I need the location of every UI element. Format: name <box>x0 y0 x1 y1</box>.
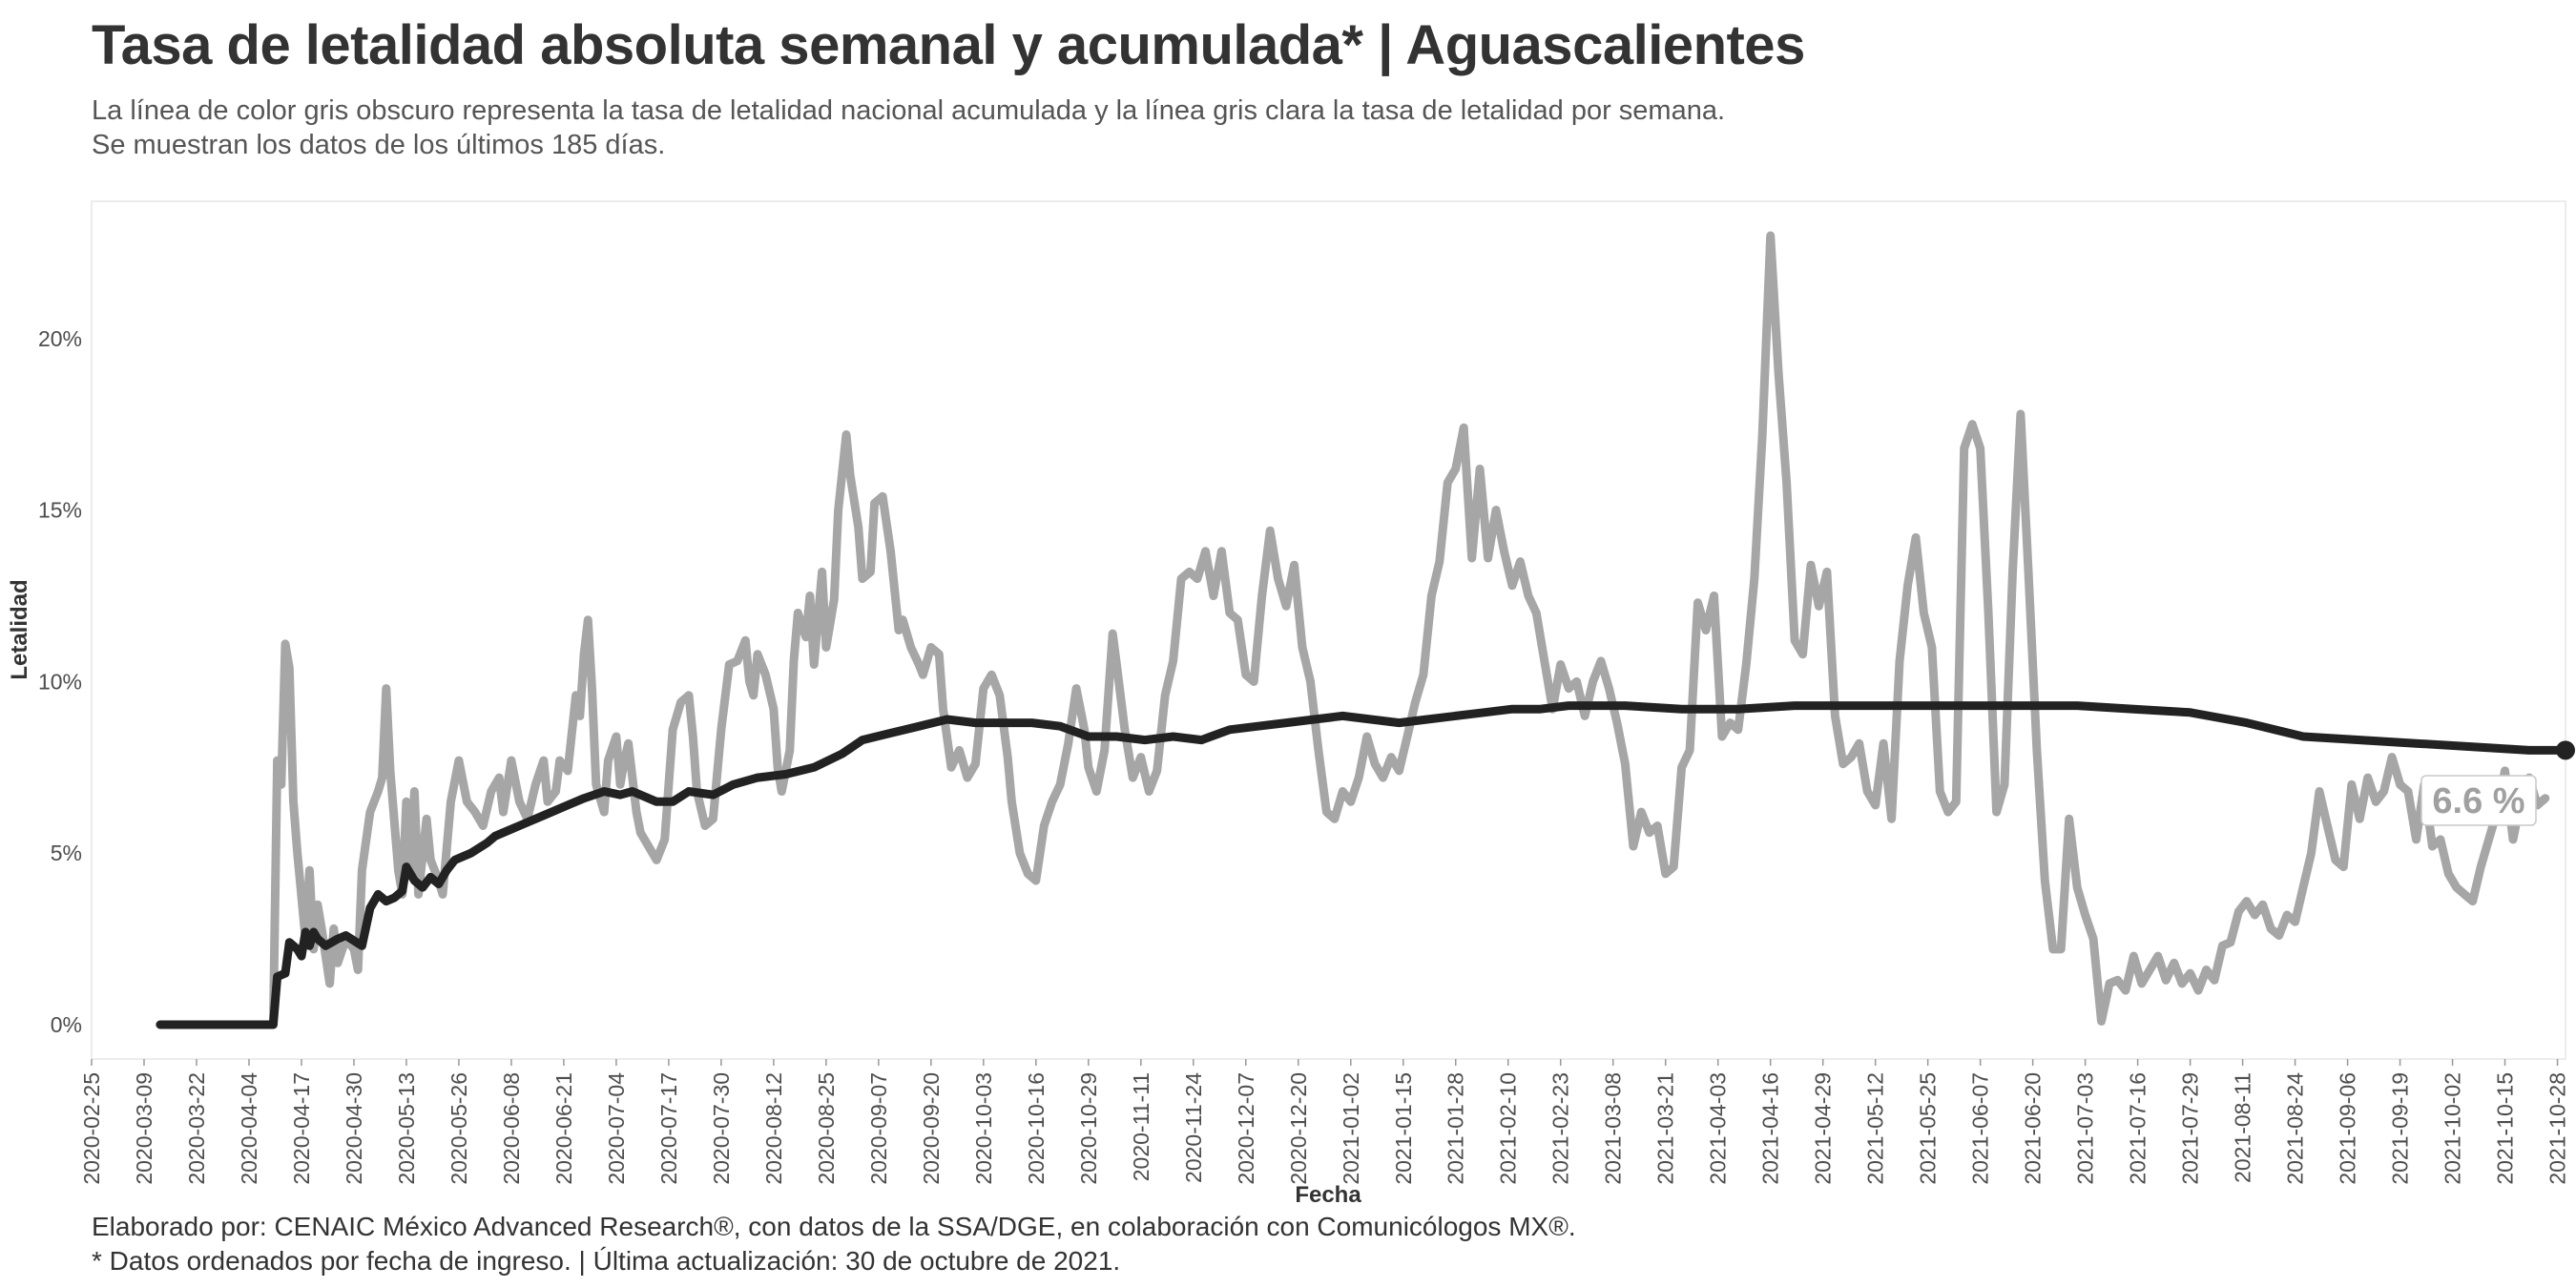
chart-title: Tasa de letalidad absoluta semanal y acu… <box>92 14 1805 76</box>
x-tick-label: 2021-08-24 <box>2283 1072 2308 1185</box>
x-tick-label: 2021-05-25 <box>1916 1072 1941 1185</box>
x-tick-label: 2021-04-16 <box>1758 1072 1783 1185</box>
x-tick-label: 2020-07-04 <box>604 1072 629 1185</box>
x-tick-label: 2021-08-11 <box>2231 1072 2255 1183</box>
x-axis-label: Fecha <box>1295 1182 1361 1208</box>
x-tick-label: 2020-09-07 <box>866 1072 891 1185</box>
y-tick-label: 0% <box>51 1012 82 1037</box>
end-value-label: 6.6 % <box>2420 775 2537 826</box>
series-layer <box>156 231 2575 1029</box>
x-tick-label: 2021-01-15 <box>1391 1072 1416 1185</box>
x-tick-label: 2020-08-12 <box>761 1072 786 1185</box>
y-axis-label: Letalidad <box>7 579 32 679</box>
weekly-series-line <box>156 231 2550 1029</box>
x-tick-label: 2021-06-07 <box>1968 1072 1993 1185</box>
x-tick-label: 2020-04-17 <box>289 1072 314 1185</box>
x-tick-label: 2020-08-25 <box>814 1072 839 1185</box>
x-tick-label: 2020-06-08 <box>499 1072 524 1185</box>
plot-panel <box>91 200 2566 1060</box>
x-tick-label: 2021-02-23 <box>1548 1072 1573 1185</box>
x-tick-label: 2020-10-16 <box>1024 1072 1049 1185</box>
y-tick-label: 20% <box>38 326 82 351</box>
x-tick-label: 2021-05-12 <box>1863 1072 1888 1185</box>
x-tick-label: 2021-04-03 <box>1706 1072 1731 1185</box>
x-tick-label: 2021-01-02 <box>1339 1072 1363 1185</box>
x-tick-label: 2020-11-11 <box>1129 1072 1153 1181</box>
x-tick-label: 2020-03-22 <box>184 1072 209 1185</box>
x-tick-label: 2021-04-29 <box>1811 1072 1836 1185</box>
x-tick-label: 2021-10-02 <box>2441 1072 2465 1185</box>
x-tick-label: 2020-12-20 <box>1286 1072 1311 1185</box>
x-tick-label: 2020-10-29 <box>1076 1072 1101 1185</box>
caption-line-2: * Datos ordenados por fecha de ingreso. … <box>92 1246 1121 1276</box>
x-tick-label: 2020-04-04 <box>237 1072 261 1185</box>
y-axis: 0% 5% 10% 15% 20% <box>38 326 82 1037</box>
x-tick-label: 2020-06-21 <box>551 1072 576 1185</box>
caption-line-1: Elaborado por: CENAIC México Advanced Re… <box>92 1212 1576 1241</box>
end-value-label-text: 6.6 % <box>2432 781 2524 821</box>
subtitle-line-2: Se muestran los datos de los últimos 185… <box>92 130 666 160</box>
y-tick-label: 15% <box>38 498 82 523</box>
end-value-label-box <box>2420 775 2537 826</box>
x-tick-label: 2021-02-10 <box>1496 1072 1521 1185</box>
x-tick-label: 2020-05-26 <box>447 1072 471 1185</box>
x-tick-label: 2021-10-15 <box>2493 1072 2518 1185</box>
x-tick-label: 2020-10-03 <box>971 1072 996 1185</box>
x-tick-label: 2020-12-07 <box>1234 1072 1258 1185</box>
x-tick-label: 2021-07-16 <box>2126 1072 2150 1185</box>
x-tick-label: 2021-10-28 <box>2545 1072 2570 1185</box>
cumulative-series-line <box>156 701 2570 1029</box>
x-tick-label: 2021-09-19 <box>2388 1072 2413 1185</box>
x-tick-label: 2020-03-09 <box>132 1072 156 1185</box>
y-tick-label: 5% <box>51 841 82 865</box>
x-tick-label: 2020-04-30 <box>342 1072 366 1185</box>
x-tick-label: 2020-02-25 <box>79 1072 104 1185</box>
x-axis: 2020-02-25 2020-03-09 2020-03-22 2020-04-04… <box>79 1059 2570 1185</box>
x-tick-label: 2021-03-21 <box>1653 1072 1678 1185</box>
chart-caption: Elaborado por: CENAIC México Advanced Re… <box>92 1210 1576 1278</box>
x-tick-label: 2021-03-08 <box>1601 1072 1626 1185</box>
x-tick-label: 2020-07-17 <box>656 1072 681 1185</box>
x-tick-label: 2021-09-06 <box>2336 1072 2360 1185</box>
x-tick-label: 2021-07-29 <box>2178 1072 2203 1185</box>
cumulative-end-point <box>2556 740 2575 760</box>
subtitle-line-1: La línea de color gris obscuro represent… <box>92 95 1726 126</box>
x-tick-label: 2020-11-24 <box>1181 1072 1206 1183</box>
x-tick-label: 2021-06-20 <box>2021 1072 2046 1185</box>
y-tick-label: 10% <box>38 669 82 694</box>
x-tick-label: 2021-01-28 <box>1444 1072 1468 1185</box>
chart-subtitle: La línea de color gris obscuro represent… <box>92 93 1725 162</box>
x-tick-label: 2020-09-20 <box>919 1072 944 1185</box>
x-tick-label: 2020-05-13 <box>394 1072 419 1185</box>
x-tick-label: 2020-07-30 <box>709 1072 734 1185</box>
x-tick-label: 2021-07-03 <box>2073 1072 2098 1185</box>
